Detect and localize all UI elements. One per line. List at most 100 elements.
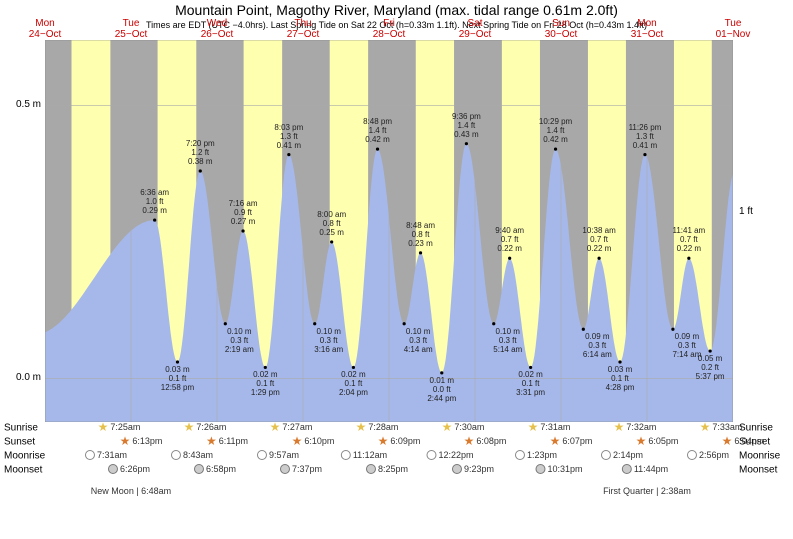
sunset-icon: ★ bbox=[464, 436, 475, 446]
tide-label: 0.10 m0.3 ft5:14 am bbox=[493, 327, 522, 354]
tide-label: 11:41 am0.7 ft0.22 m bbox=[672, 226, 705, 253]
astro-row-label: Sunset bbox=[4, 437, 35, 448]
sunset-item: ★6:05pm bbox=[636, 436, 679, 446]
sunset-item: ★6:10pm bbox=[292, 436, 335, 446]
sunset-icon: ★ bbox=[636, 436, 647, 446]
astro-time: 8:43am bbox=[183, 450, 213, 460]
astro-time: 6:13pm bbox=[132, 436, 162, 446]
tide-label: 9:36 pm1.4 ft0.43 m bbox=[452, 112, 481, 139]
moonrise-item: 11:12am bbox=[341, 450, 387, 460]
moonset-item: 6:26pm bbox=[108, 464, 150, 474]
moonset-item: 7:37pm bbox=[280, 464, 322, 474]
moonrise-item: 2:14pm bbox=[601, 450, 643, 460]
astro-time: 7:28am bbox=[368, 422, 398, 432]
day-label: Sat29−Oct bbox=[459, 18, 492, 40]
tide-label: 8:03 pm1.3 ft0.41 m bbox=[274, 123, 303, 150]
astro-time: 7:26am bbox=[196, 422, 226, 432]
astro-time: 7:33am bbox=[712, 422, 742, 432]
astro-time: 6:07pm bbox=[562, 436, 592, 446]
tide-label: 0.02 m0.1 ft2:04 pm bbox=[339, 370, 368, 397]
moonset-icon bbox=[366, 464, 376, 474]
astro-time: 2:14pm bbox=[613, 450, 643, 460]
astro-row-label: Moonset bbox=[4, 465, 42, 476]
astro-time: 6:08pm bbox=[476, 436, 506, 446]
moonrise-icon bbox=[85, 450, 95, 460]
sunrise-item: ★7:28am bbox=[356, 422, 399, 432]
tide-label: 6:36 am1.0 ft0.29 m bbox=[140, 188, 169, 215]
moonrise-item: 1:23pm bbox=[515, 450, 557, 460]
sunset-item: ★6:07pm bbox=[550, 436, 593, 446]
moonset-item: 6:58pm bbox=[194, 464, 236, 474]
astro-time: 6:10pm bbox=[304, 436, 334, 446]
sunrise-icon: ★ bbox=[614, 422, 625, 432]
astro-row-label: Moonrise bbox=[739, 451, 780, 462]
moonrise-icon bbox=[257, 450, 267, 460]
sunset-item: ★6:08pm bbox=[464, 436, 507, 446]
day-label: Tue01−Nov bbox=[716, 18, 751, 40]
tide-label: 7:20 pm1.2 ft0.38 m bbox=[186, 139, 215, 166]
astro-time: 7:31am bbox=[540, 422, 570, 432]
moonset-item: 10:31pm bbox=[535, 464, 582, 474]
tide-label: 0.02 m0.1 ft3:31 pm bbox=[516, 370, 545, 397]
sunrise-icon: ★ bbox=[528, 422, 539, 432]
day-label: Sun30−Oct bbox=[545, 18, 578, 40]
astro-time: 7:30am bbox=[454, 422, 484, 432]
day-label: Mon24−Oct bbox=[29, 18, 62, 40]
chart-title: Mountain Point, Magothy River, Maryland … bbox=[0, 2, 793, 18]
astro-time: 11:12am bbox=[353, 450, 387, 460]
sunset-item: ★6:13pm bbox=[120, 436, 163, 446]
moonset-item: 11:44pm bbox=[622, 464, 668, 474]
sunrise-item: ★7:33am bbox=[700, 422, 743, 432]
moonset-item: 8:25pm bbox=[366, 464, 408, 474]
astro-time: 12:22pm bbox=[438, 450, 473, 460]
sunrise-item: ★7:31am bbox=[528, 422, 571, 432]
y-right-tick: 1 ft bbox=[739, 206, 753, 217]
moonrise-icon bbox=[687, 450, 697, 460]
tide-label: 8:00 am0.8 ft0.25 m bbox=[317, 210, 346, 237]
day-label: Tue25−Oct bbox=[115, 18, 148, 40]
moonset-icon bbox=[108, 464, 118, 474]
y-left-tick: 0.0 m bbox=[16, 372, 41, 383]
astro-time: 9:57am bbox=[269, 450, 299, 460]
tide-label: 0.10 m0.3 ft4:14 am bbox=[404, 327, 433, 354]
sunrise-item: ★7:26am bbox=[184, 422, 227, 432]
sunset-icon: ★ bbox=[550, 436, 561, 446]
astro-time: 7:32am bbox=[626, 422, 656, 432]
sunset-icon: ★ bbox=[206, 436, 217, 446]
sunrise-item: ★7:30am bbox=[442, 422, 485, 432]
tide-label: 10:38 am0.7 ft0.22 m bbox=[582, 226, 615, 253]
moonrise-icon bbox=[171, 450, 181, 460]
astro-time: 7:25am bbox=[110, 422, 140, 432]
day-label: Thu27−Oct bbox=[287, 18, 320, 40]
astro-row-label: Sunrise bbox=[739, 423, 773, 434]
astro-row-label: Sunrise bbox=[4, 423, 38, 434]
sunrise-icon: ★ bbox=[184, 422, 195, 432]
tide-label: 0.05 m0.2 ft5:37 pm bbox=[696, 354, 725, 381]
sunrise-icon: ★ bbox=[270, 422, 281, 432]
tide-label: 7:16 am0.9 ft0.27 m bbox=[229, 199, 258, 226]
moonrise-item: 8:43am bbox=[171, 450, 213, 460]
astro-row-label: Moonrise bbox=[4, 451, 45, 462]
astro-time: 11:44pm bbox=[634, 464, 668, 474]
sunset-icon: ★ bbox=[120, 436, 131, 446]
sunrise-icon: ★ bbox=[442, 422, 453, 432]
sunrise-item: ★7:25am bbox=[98, 422, 141, 432]
astro-time: 9:23pm bbox=[464, 464, 494, 474]
day-label: Mon31−Oct bbox=[631, 18, 664, 40]
astro-time: 2:56pm bbox=[699, 450, 729, 460]
sunset-icon: ★ bbox=[722, 436, 733, 446]
moonrise-item: 12:22pm bbox=[426, 450, 473, 460]
tide-label: 8:48 pm1.4 ft0.42 m bbox=[363, 117, 392, 144]
astro-time: 7:27am bbox=[282, 422, 312, 432]
sunrise-icon: ★ bbox=[700, 422, 711, 432]
astro-time: 8:25pm bbox=[378, 464, 408, 474]
tide-label: 0.02 m0.1 ft1:29 pm bbox=[251, 370, 280, 397]
astro-time: 6:09pm bbox=[390, 436, 420, 446]
moonrise-icon bbox=[515, 450, 525, 460]
astro-time: 1:23pm bbox=[527, 450, 557, 460]
moonrise-icon bbox=[426, 450, 436, 460]
moonrise-icon bbox=[601, 450, 611, 460]
moonset-icon bbox=[280, 464, 290, 474]
moonrise-icon bbox=[341, 450, 351, 460]
astro-time: 7:31am bbox=[97, 450, 127, 460]
